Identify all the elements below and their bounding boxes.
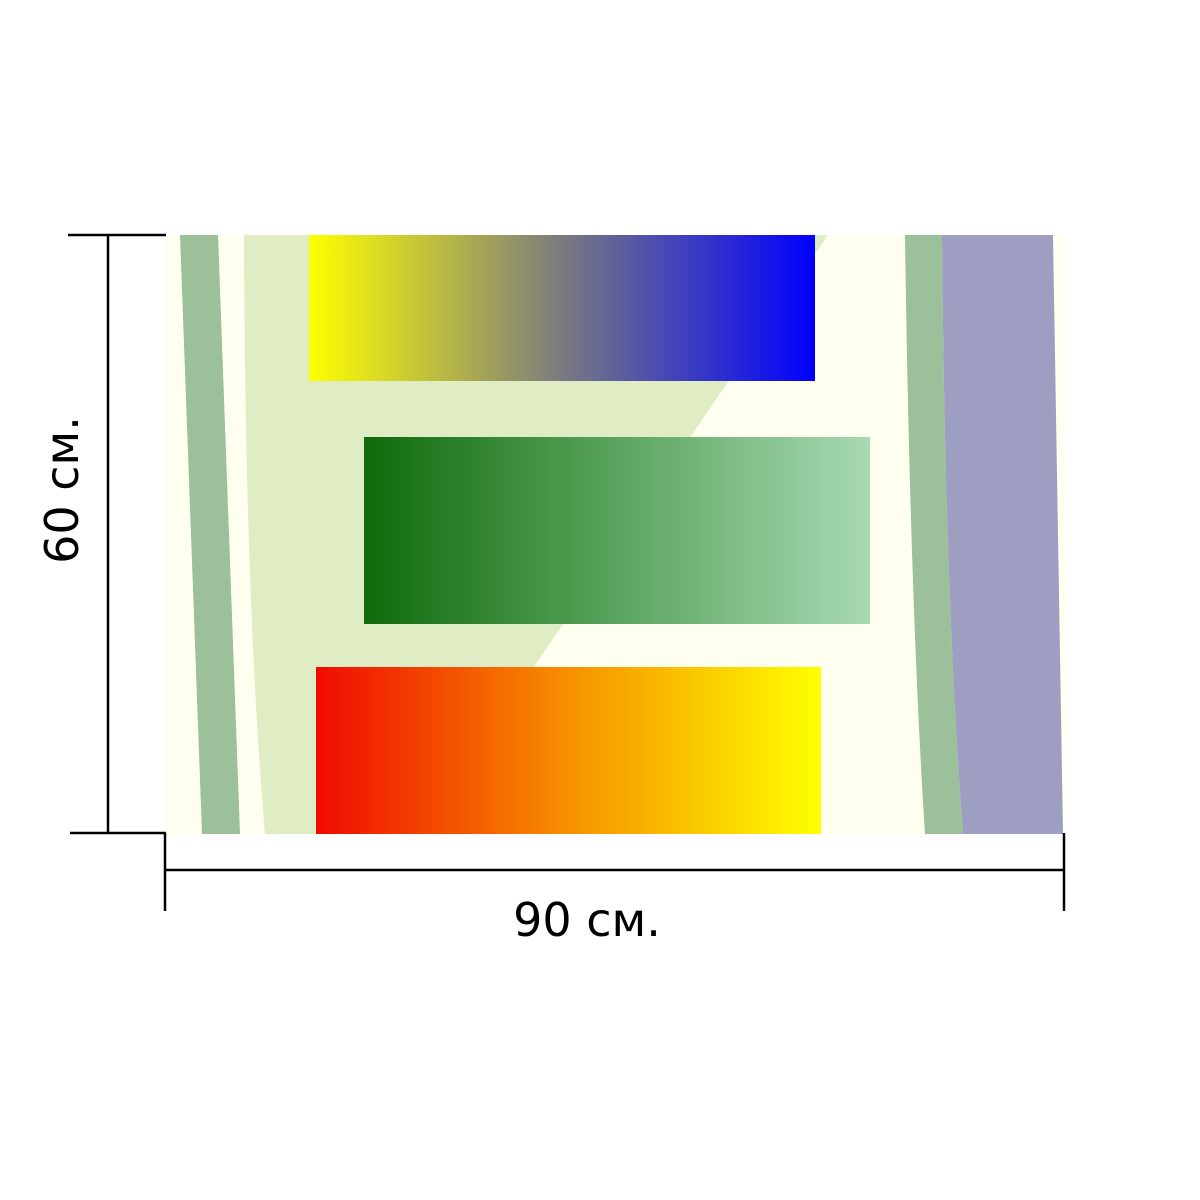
gradient-bar-bottom: [316, 667, 821, 834]
artwork: [165, 235, 1065, 834]
gradient-bar-middle: [364, 437, 870, 624]
blue-stripe: [942, 235, 1063, 834]
gradient-bar-top: [309, 235, 815, 381]
left-stripe: [180, 235, 240, 834]
height-label: 60 см.: [35, 416, 89, 564]
dimension-lines: [68, 233, 1066, 911]
width-label: 90 см.: [513, 893, 661, 947]
right-stripe: [905, 235, 963, 834]
